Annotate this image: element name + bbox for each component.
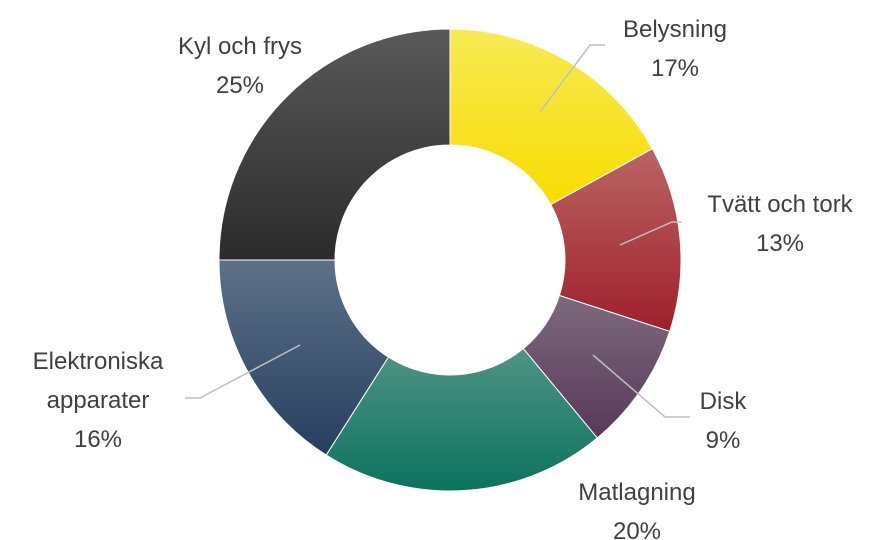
value-label: 25% — [215, 72, 265, 99]
value-label: 16% — [73, 426, 123, 453]
leader-lines — [185, 44, 690, 418]
category-label: Tvätt och tork — [707, 191, 853, 218]
value-label: 17% — [650, 55, 700, 82]
category-label: Disk — [699, 388, 747, 415]
data-label: Belysning 17% — [575, 10, 775, 88]
leader-line — [592, 354, 690, 418]
data-label: Elektroniska apparater 16% — [13, 342, 183, 459]
donut-slice — [449, 28, 654, 206]
data-label: Matlagning 20% — [537, 473, 737, 540]
value-label: 9% — [705, 427, 741, 454]
leader-line — [185, 344, 301, 399]
data-label: Tvätt och tork 13% — [670, 185, 879, 263]
data-label: Disk 9% — [663, 382, 783, 460]
category-label: Elektroniska apparater — [32, 348, 164, 414]
donut-slice — [218, 28, 451, 261]
category-label: Belysning — [622, 16, 728, 43]
leader-line — [539, 44, 605, 113]
donut-slice — [325, 347, 598, 492]
leader-line — [619, 221, 682, 246]
category-label: Matlagning — [578, 479, 696, 506]
data-label: Kyl och frys 25% — [140, 27, 340, 105]
category-label: Kyl och frys — [177, 33, 303, 60]
donut-slice — [218, 259, 390, 456]
value-label: 13% — [755, 230, 805, 257]
value-label: 20% — [612, 518, 662, 540]
